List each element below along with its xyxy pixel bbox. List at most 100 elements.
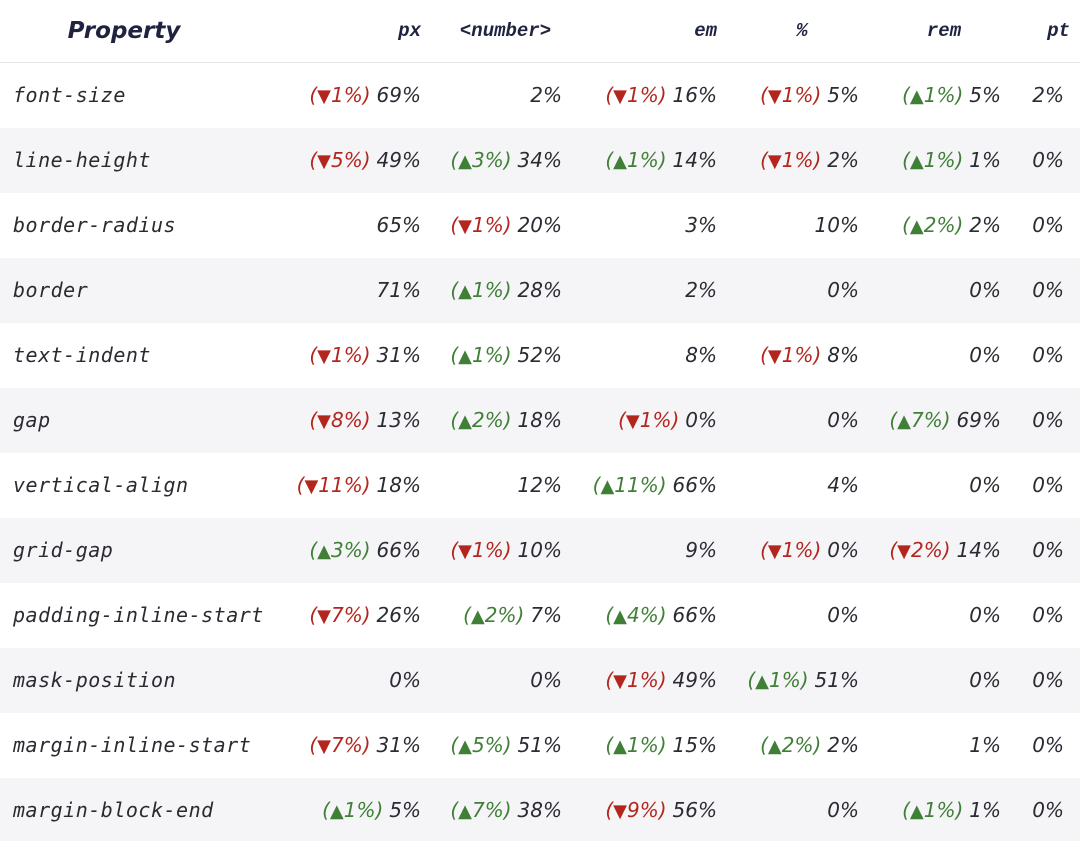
change-amount: 3% (331, 538, 363, 562)
change-indicator: (▲1%) (605, 733, 667, 757)
change-indicator: (▲7%) (450, 798, 512, 822)
cell-number: (▲1%) 28% (435, 258, 576, 323)
usage-value: 49% (376, 148, 421, 172)
cell-number: (▲3%) 34% (435, 128, 576, 193)
change-indicator: (▼1%) (760, 83, 822, 108)
cell-pt: 0% (1015, 518, 1080, 583)
cell-percent: 0% (731, 388, 873, 453)
cell-px: (▼1%) 69% (288, 63, 435, 128)
cell-px: 0% (288, 648, 435, 713)
cell-rem: (▼2%) 14% (873, 518, 1015, 583)
cell-px: (▼8%) 13% (288, 388, 435, 453)
property-name-cell: margin-inline-start (13, 733, 252, 757)
change-amount: 8% (331, 408, 363, 432)
cell-em: (▲1%) 14% (576, 128, 731, 193)
usage-value: 4% (827, 473, 859, 497)
change-amount: 2% (923, 213, 956, 237)
change-indicator: (▲1%) (450, 278, 512, 302)
change-amount: 1% (781, 343, 814, 367)
change-indicator: (▼5%) (309, 148, 371, 172)
usage-value: 20% (517, 213, 562, 237)
cell-em: (▼9%) 56% (576, 778, 731, 841)
property-name-cell: font-size (13, 83, 126, 108)
change-amount: 1% (923, 83, 956, 108)
cell-percent: (▼1%) 5% (731, 63, 873, 128)
table-row: vertical-align (▼11%) 18% 12% (▲11%) 66% 4% 0% 0… (0, 452, 1080, 518)
cell-rem: 0% (873, 583, 1015, 648)
usage-value: 7% (530, 603, 562, 627)
usage-value: 10% (517, 538, 562, 562)
usage-value: 0% (1032, 733, 1064, 757)
property-name-cell: mask-position (13, 668, 177, 692)
header-property: Property (0, 0, 288, 63)
change-indicator: (▼7%) (309, 733, 371, 757)
usage-value: 49% (672, 668, 717, 692)
change-amount: 9% (627, 798, 659, 822)
cell-pt: 0% (1015, 583, 1080, 648)
table-row: border 71% (▲1%) 28% 2% 0% 0% 0% (0, 257, 1080, 323)
usage-value: 9% (685, 538, 717, 562)
property-name-cell: vertical-align (13, 473, 189, 497)
usage-value: 0% (1032, 343, 1064, 367)
triangle-down-icon: ▼ (613, 86, 627, 108)
triangle-up-icon: ▲ (458, 346, 472, 367)
usage-value: 0% (389, 668, 421, 692)
cell-percent: 0% (731, 583, 873, 648)
change-indicator: (▼1%) (760, 343, 822, 367)
property-name-cell: line-height (13, 148, 151, 172)
change-indicator: (▼1%) (309, 83, 371, 108)
change-amount: 1% (331, 343, 363, 367)
cell-percent: 4% (731, 453, 873, 518)
change-amount: 1% (627, 733, 659, 757)
change-amount: 2% (781, 733, 814, 757)
change-amount: 11% (614, 473, 659, 497)
cell-percent: 0% (731, 258, 873, 323)
usage-value: 2% (969, 213, 1001, 237)
change-indicator: (▼1%) (618, 408, 680, 432)
cell-px: (▼7%) 26% (288, 583, 435, 648)
change-amount: 5% (331, 148, 363, 172)
property-name-cell: padding-inline-start (13, 603, 264, 627)
change-amount: 4% (627, 603, 659, 627)
cell-pt: 2% (1015, 63, 1080, 128)
change-amount: 1% (781, 538, 814, 562)
cell-pt: 0% (1015, 323, 1080, 388)
triangle-down-icon: ▼ (613, 671, 627, 692)
cell-em: (▲1%) 15% (576, 713, 731, 778)
usage-value: 16% (672, 83, 717, 108)
usage-value: 66% (672, 473, 717, 497)
cell-rem: 0% (873, 648, 1015, 713)
triangle-up-icon: ▲ (613, 606, 627, 627)
change-indicator: (▼2%) (889, 538, 951, 562)
triangle-down-icon: ▼ (317, 346, 331, 367)
change-indicator: (▲2%) (463, 603, 525, 627)
usage-value: 1% (969, 733, 1001, 757)
cell-px: (▼5%) 49% (288, 128, 435, 193)
usage-value: 0% (1032, 798, 1064, 822)
cell-number: 12% (435, 453, 576, 518)
triangle-up-icon: ▲ (897, 411, 911, 432)
cell-px: (▼7%) 31% (288, 713, 435, 778)
cell-em: 8% (576, 323, 731, 388)
cell-rem: (▲1%) 5% (873, 63, 1015, 128)
header-px: px (288, 0, 435, 63)
change-amount: 7% (911, 408, 943, 432)
cell-em: 9% (576, 518, 731, 583)
change-indicator: (▲7%) (889, 408, 951, 432)
cell-pt: 0% (1015, 258, 1080, 323)
usage-value: 1% (969, 148, 1001, 172)
usage-value: 0% (1032, 603, 1064, 627)
change-indicator: (▲1%) (747, 668, 809, 692)
table-row: line-height (▼5%) 49% (▲3%) 34% (▲1%) 14% (▼1%)… (0, 127, 1080, 193)
change-indicator: (▼8%) (309, 408, 371, 432)
usage-value: 51% (517, 733, 562, 757)
usage-value: 13% (376, 408, 421, 432)
triangle-up-icon: ▲ (909, 216, 924, 237)
usage-value: 71% (376, 278, 421, 302)
change-indicator: (▼1%) (450, 213, 512, 237)
cell-pt: 0% (1015, 713, 1080, 778)
cell-em: (▼1%) 0% (576, 388, 731, 453)
cell-number: (▲1%) 52% (435, 323, 576, 388)
change-amount: 1% (639, 408, 672, 432)
cell-number: (▲2%) 7% (435, 583, 576, 648)
